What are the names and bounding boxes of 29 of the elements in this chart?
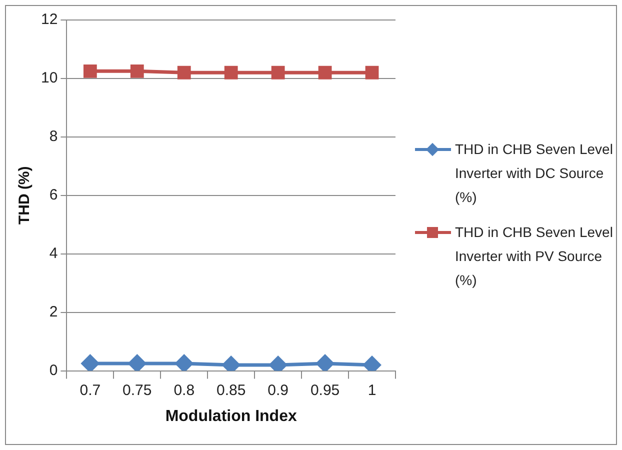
legend-label: THD in CHB Seven Level Inverter with PV Source (%) [455,223,614,290]
x-axis-title: Modulation Index [165,408,297,425]
x-tick-label: 0.85 [216,382,246,399]
point [81,354,99,371]
y-tick-label: 2 [49,303,58,320]
point [175,354,193,371]
y-tick-label: 4 [49,245,58,262]
x-tick-label: 0.95 [310,382,340,399]
point [316,354,334,371]
point [130,64,144,78]
point [318,66,332,80]
point [271,66,285,80]
point [177,66,191,80]
y-tick-label: 10 [40,70,58,87]
y-axis-title: THD (%) [16,166,34,225]
legend-label: THD in CHB Seven Level Inverter with DC Source (%) [455,140,614,207]
x-tick-label: 1 [368,382,376,399]
y-tick-label: 6 [49,186,58,204]
point [128,354,146,371]
x-tick-label: 0.75 [122,382,152,399]
point [365,66,379,80]
x-tick-label: 0.7 [80,382,101,399]
y-tick-label: 12 [40,11,58,28]
point [224,66,238,80]
y-tick-label: 0 [49,362,58,379]
x-tick-label: 0.8 [174,382,195,399]
point [83,64,97,78]
x-tick-label: 0.9 [268,382,288,399]
y-tick-label: 8 [49,128,58,146]
